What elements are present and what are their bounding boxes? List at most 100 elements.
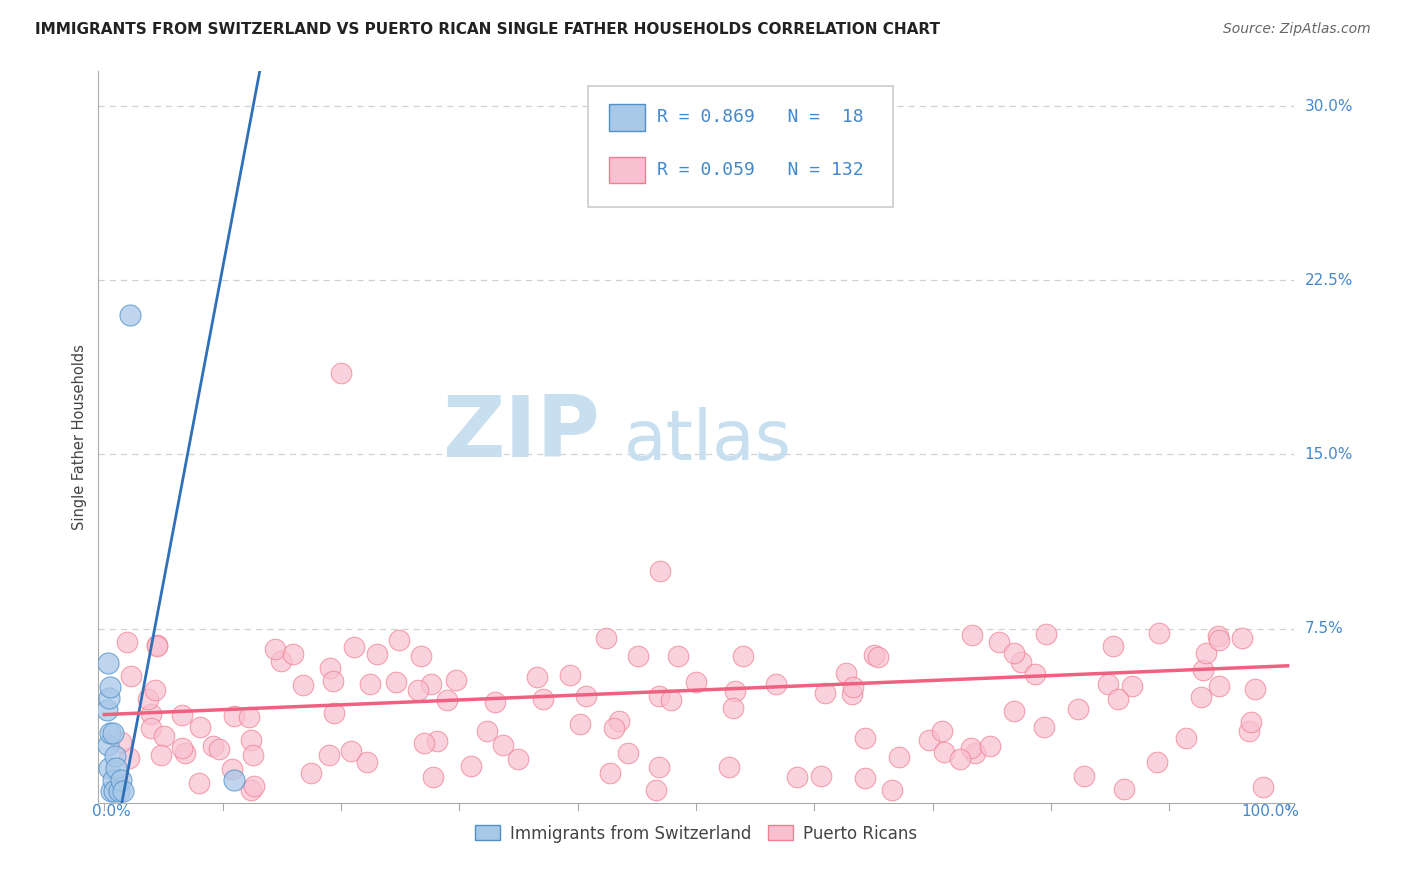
Point bbox=[1024, 666, 1046, 681]
Point bbox=[330, 366, 353, 380]
Point bbox=[411, 649, 433, 664]
Text: 0.0%: 0.0% bbox=[93, 805, 131, 819]
Point bbox=[918, 733, 941, 747]
Text: atlas: atlas bbox=[624, 408, 792, 475]
Point bbox=[238, 710, 260, 724]
Point bbox=[150, 747, 173, 762]
Point bbox=[221, 762, 243, 776]
Point bbox=[96, 703, 118, 717]
Point bbox=[960, 741, 983, 756]
Point bbox=[650, 564, 672, 578]
Point bbox=[366, 647, 388, 661]
Point bbox=[281, 647, 304, 661]
Point bbox=[949, 752, 972, 766]
Point bbox=[146, 638, 169, 652]
Point bbox=[648, 689, 671, 703]
Point bbox=[1102, 639, 1125, 653]
Point bbox=[1002, 704, 1025, 718]
Point bbox=[607, 714, 630, 729]
Point bbox=[965, 746, 987, 760]
Point bbox=[960, 627, 983, 641]
Point bbox=[841, 680, 863, 694]
Point bbox=[1191, 663, 1213, 677]
Point bbox=[1189, 690, 1212, 705]
Text: ZIP: ZIP bbox=[443, 392, 600, 475]
Point bbox=[814, 686, 837, 700]
Point bbox=[1147, 626, 1170, 640]
Point bbox=[436, 692, 458, 706]
Point bbox=[170, 708, 193, 723]
Point bbox=[406, 683, 429, 698]
Y-axis label: Single Father Households: Single Father Households bbox=[72, 344, 87, 530]
Point bbox=[602, 721, 624, 735]
Point bbox=[1033, 720, 1056, 734]
Point bbox=[107, 784, 129, 798]
Point bbox=[356, 756, 378, 770]
Point bbox=[422, 770, 444, 784]
Point bbox=[932, 745, 955, 759]
Point bbox=[323, 706, 346, 720]
Point bbox=[343, 640, 366, 655]
Point bbox=[1195, 646, 1218, 660]
Point bbox=[98, 680, 121, 694]
Point bbox=[1002, 646, 1025, 660]
Point bbox=[112, 784, 135, 798]
Point bbox=[668, 648, 690, 663]
Point bbox=[786, 770, 808, 784]
Point bbox=[384, 675, 406, 690]
Point bbox=[717, 760, 740, 774]
Point bbox=[141, 707, 163, 722]
Point bbox=[120, 308, 142, 322]
Point bbox=[104, 749, 127, 764]
Point bbox=[120, 669, 142, 683]
Point bbox=[1208, 679, 1230, 693]
Point bbox=[575, 689, 598, 703]
Point bbox=[1251, 780, 1274, 795]
Point bbox=[531, 691, 554, 706]
Point bbox=[765, 676, 787, 690]
Point bbox=[721, 701, 744, 715]
Point bbox=[208, 742, 231, 756]
Point bbox=[170, 741, 193, 756]
Point bbox=[1067, 702, 1090, 716]
Point bbox=[627, 648, 650, 663]
Point bbox=[659, 692, 682, 706]
Point bbox=[460, 759, 482, 773]
Point bbox=[118, 750, 141, 764]
Point bbox=[146, 639, 169, 653]
Point bbox=[810, 769, 832, 783]
Bar bbox=[609, 157, 644, 183]
Point bbox=[98, 761, 121, 775]
Point bbox=[803, 180, 825, 194]
Point bbox=[484, 695, 506, 709]
Point bbox=[841, 687, 863, 701]
Point bbox=[560, 668, 582, 682]
Point bbox=[101, 726, 124, 740]
Point bbox=[141, 721, 163, 735]
Point bbox=[1240, 714, 1263, 729]
Point bbox=[110, 772, 132, 787]
Point bbox=[1107, 691, 1129, 706]
Point bbox=[1121, 679, 1143, 693]
Point bbox=[97, 657, 120, 671]
Point bbox=[240, 733, 263, 747]
Point bbox=[388, 633, 411, 648]
Point bbox=[242, 779, 264, 793]
Point bbox=[98, 691, 121, 706]
Point bbox=[1239, 724, 1261, 739]
Text: R = 0.869   N =  18: R = 0.869 N = 18 bbox=[657, 109, 863, 127]
Point bbox=[731, 648, 754, 663]
Point bbox=[644, 783, 666, 797]
Point bbox=[724, 684, 747, 698]
Point bbox=[264, 641, 287, 656]
Point bbox=[239, 783, 262, 797]
Point bbox=[299, 766, 322, 780]
Point bbox=[292, 678, 315, 692]
Text: Source: ZipAtlas.com: Source: ZipAtlas.com bbox=[1223, 22, 1371, 37]
Point bbox=[97, 738, 120, 752]
Point bbox=[444, 673, 467, 687]
Point bbox=[987, 635, 1010, 649]
Point bbox=[477, 724, 499, 739]
FancyBboxPatch shape bbox=[589, 86, 893, 207]
Point bbox=[853, 772, 876, 786]
